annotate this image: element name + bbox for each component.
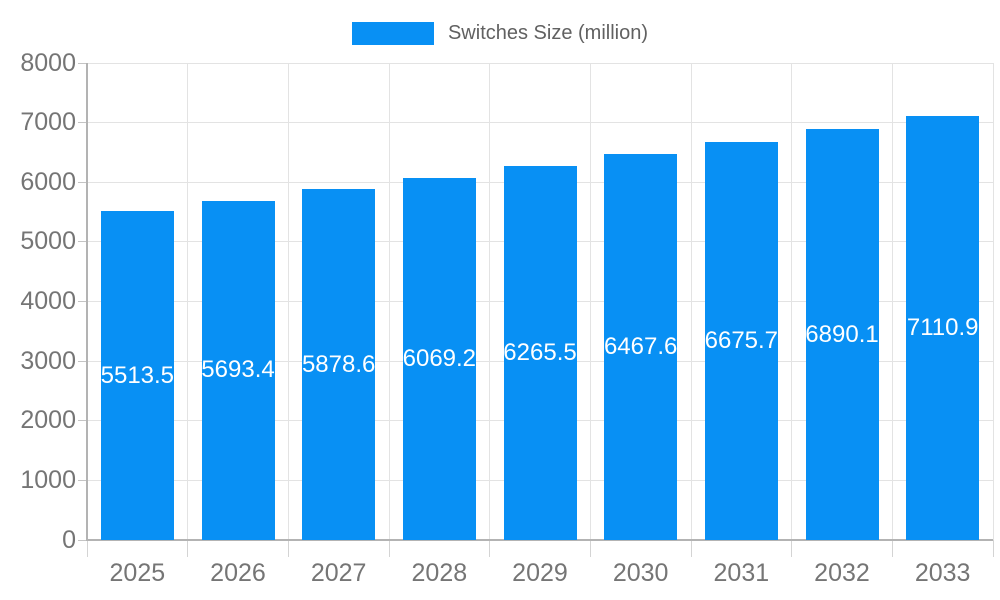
gridline-vertical: [992, 63, 994, 540]
x-axis-tick: [791, 540, 793, 557]
bar[interactable]: [704, 141, 778, 540]
bar-value-label: 5878.6: [301, 350, 376, 378]
bar[interactable]: [402, 178, 476, 540]
x-tick-label: 2030: [612, 559, 669, 587]
x-axis-tick: [287, 540, 289, 557]
x-axis-tick: [891, 540, 893, 557]
gridline-vertical: [489, 63, 491, 540]
y-tick-label: 6000: [20, 167, 76, 196]
y-tick-label: 2000: [20, 406, 76, 435]
y-axis-tick: [78, 420, 87, 422]
bar-value-label: 6069.2: [402, 345, 477, 373]
y-axis-line: [86, 63, 88, 540]
x-tick-label: 2033: [914, 559, 971, 587]
bar[interactable]: [100, 211, 174, 540]
gridline-vertical: [791, 63, 793, 540]
y-tick-label: 3000: [20, 346, 76, 375]
y-tick-label: 0: [62, 525, 76, 554]
y-axis-tick: [78, 62, 87, 64]
x-tick-label: 2029: [512, 559, 568, 587]
y-axis-tick: [78, 241, 87, 243]
gridline-horizontal: [87, 122, 993, 124]
y-axis-tick: [78, 301, 87, 302]
y-axis-tick: [78, 360, 87, 362]
gridline-vertical: [589, 63, 591, 540]
x-tick-label: 2028: [411, 559, 468, 587]
bar-value-label: 7110.9: [906, 314, 979, 341]
y-tick-label: 7000: [20, 108, 76, 137]
legend-label: Switches Size (million): [447, 21, 649, 44]
x-axis-tick: [187, 540, 189, 557]
bar-value-label: 6467.6: [603, 333, 678, 361]
gridline-vertical: [187, 63, 189, 540]
x-axis-tick: [86, 540, 88, 557]
gridline-vertical: [287, 63, 289, 540]
x-tick-label: 2025: [109, 559, 166, 587]
x-axis-tick: [690, 540, 692, 557]
gridline-vertical: [388, 63, 390, 540]
x-axis-tick: [388, 540, 390, 557]
legend-swatch: [351, 21, 434, 45]
bar-value-label: 6675.7: [704, 326, 779, 354]
x-axis-tick: [992, 540, 994, 557]
bar[interactable]: [302, 189, 376, 540]
y-tick-label: 4000: [20, 287, 76, 315]
bar-value-label: 5693.4: [201, 356, 275, 384]
gridline-vertical: [891, 63, 893, 540]
x-tick-label: 2032: [814, 559, 870, 587]
bar-value-label: 6265.5: [503, 339, 577, 367]
y-tick-label: 8000: [20, 48, 76, 77]
x-tick-label: 2027: [310, 559, 367, 587]
y-tick-label: 5000: [20, 227, 76, 256]
y-axis-tick: [78, 479, 87, 481]
bar[interactable]: [805, 129, 879, 540]
x-tick-label: 2026: [210, 559, 266, 587]
bar-value-label: 5513.5: [100, 361, 175, 389]
bar[interactable]: [201, 200, 275, 540]
y-axis-tick: [78, 122, 87, 124]
bar[interactable]: [604, 154, 678, 540]
gridline-vertical: [690, 63, 692, 540]
gridline-horizontal: [87, 62, 993, 64]
y-axis-tick: [78, 539, 87, 541]
x-axis-tick: [489, 540, 491, 557]
x-tick-label: 2031: [713, 559, 770, 587]
x-axis-line: [86, 539, 993, 541]
x-axis-tick: [589, 540, 591, 557]
bar[interactable]: [906, 116, 980, 540]
bar-value-label: 6890.1: [805, 320, 879, 348]
legend[interactable]: Switches Size (million): [0, 16, 1000, 50]
y-tick-label: 1000: [20, 465, 76, 494]
y-axis-tick: [78, 181, 87, 183]
bar[interactable]: [503, 166, 577, 540]
